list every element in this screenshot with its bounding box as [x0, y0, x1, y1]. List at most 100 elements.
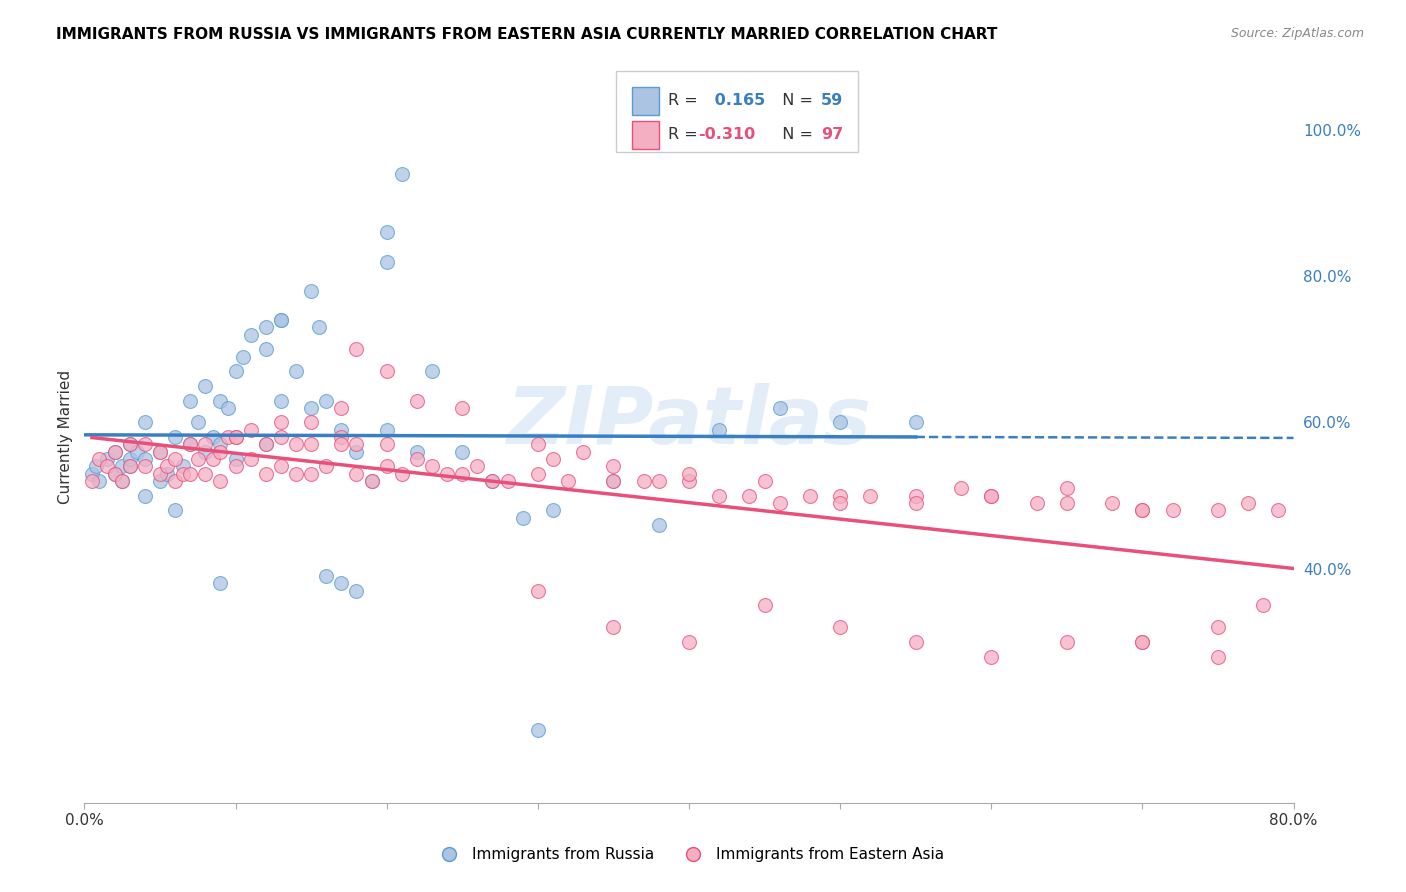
Text: N =: N = — [772, 93, 818, 108]
Text: ZIPatlas: ZIPatlas — [506, 384, 872, 461]
Point — [299, 284, 322, 298]
FancyBboxPatch shape — [616, 71, 858, 152]
Point — [436, 467, 458, 481]
Point — [172, 459, 194, 474]
Point — [209, 393, 232, 408]
Point — [254, 437, 277, 451]
Point — [678, 635, 700, 649]
Point — [209, 444, 232, 458]
Point — [172, 467, 194, 481]
Text: N =: N = — [772, 128, 818, 143]
Point — [541, 503, 564, 517]
Point — [406, 452, 429, 467]
Point — [201, 452, 224, 467]
Point — [1130, 635, 1153, 649]
Point — [315, 569, 337, 583]
Point — [165, 452, 187, 467]
Point — [111, 459, 134, 474]
Point — [330, 401, 353, 415]
Point — [1267, 503, 1289, 517]
Point — [467, 459, 489, 474]
Point — [527, 467, 550, 481]
Point — [406, 444, 429, 458]
Point — [118, 459, 141, 474]
Point — [194, 444, 217, 458]
Point — [134, 452, 156, 467]
Point — [270, 313, 292, 327]
Point — [830, 416, 852, 430]
Point — [330, 430, 353, 444]
Point — [86, 459, 108, 474]
Point — [179, 437, 201, 451]
Point — [738, 489, 761, 503]
Point — [1025, 496, 1047, 510]
Point — [496, 474, 519, 488]
Point — [239, 327, 262, 342]
Point — [904, 496, 927, 510]
Point — [194, 467, 217, 481]
Point — [225, 459, 247, 474]
Point — [270, 393, 292, 408]
Point — [602, 620, 624, 634]
Point — [769, 496, 792, 510]
Point — [315, 393, 337, 408]
Point — [980, 489, 1002, 503]
Point — [315, 459, 337, 474]
Point — [254, 343, 277, 357]
Point — [285, 364, 308, 378]
Point — [187, 452, 209, 467]
Point — [420, 459, 443, 474]
Point — [239, 423, 262, 437]
Point — [149, 444, 172, 458]
Point — [346, 583, 368, 598]
Point — [299, 437, 322, 451]
Point — [254, 320, 277, 334]
Point — [375, 225, 398, 239]
Point — [391, 167, 413, 181]
Point — [104, 467, 127, 481]
Point — [451, 401, 474, 415]
Point — [209, 474, 232, 488]
Point — [1130, 503, 1153, 517]
Point — [451, 444, 474, 458]
Text: Source: ZipAtlas.com: Source: ZipAtlas.com — [1230, 27, 1364, 40]
Point — [904, 416, 927, 430]
Point — [96, 459, 118, 474]
Point — [225, 452, 247, 467]
Point — [541, 452, 564, 467]
Point — [330, 576, 353, 591]
Point — [299, 416, 322, 430]
Point — [1206, 503, 1229, 517]
Point — [194, 437, 217, 451]
Point — [859, 489, 882, 503]
Point — [104, 444, 127, 458]
Text: -0.310: -0.310 — [699, 128, 756, 143]
Point — [270, 459, 292, 474]
Point — [149, 467, 172, 481]
Text: 97: 97 — [821, 128, 844, 143]
Point — [375, 423, 398, 437]
Bar — [633, 121, 659, 149]
Point — [118, 437, 141, 451]
Point — [799, 489, 821, 503]
Point — [904, 489, 927, 503]
Point — [104, 467, 127, 481]
Point — [904, 635, 927, 649]
Point — [1237, 496, 1260, 510]
Point — [104, 444, 127, 458]
Point — [602, 474, 624, 488]
Point — [375, 437, 398, 451]
Point — [232, 350, 254, 364]
Point — [451, 467, 474, 481]
Point — [1161, 503, 1184, 517]
Point — [111, 474, 134, 488]
Point — [285, 467, 308, 481]
Point — [830, 489, 852, 503]
Point — [346, 437, 368, 451]
Point — [179, 467, 201, 481]
Point — [330, 437, 353, 451]
Point — [149, 474, 172, 488]
Point — [165, 503, 187, 517]
Point — [127, 444, 149, 458]
Point — [754, 474, 776, 488]
